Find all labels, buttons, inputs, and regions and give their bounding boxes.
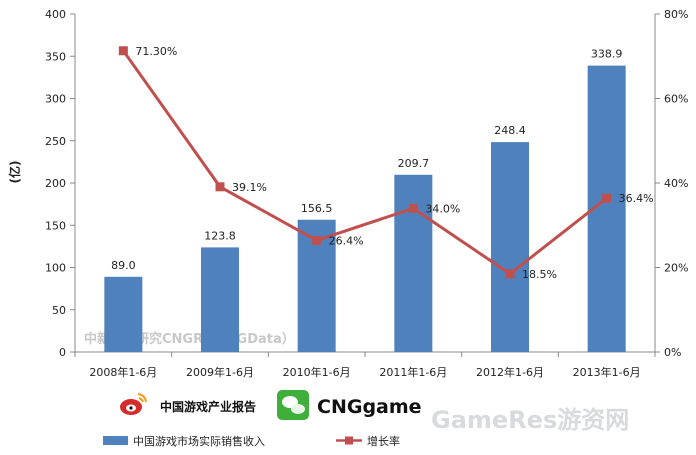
x-axis-ticks: 2008年1-6月 2009年1-6月 2010年1-6月 2011年1-6月 2012…	[74, 352, 656, 379]
right-tick-label: 80%	[664, 8, 688, 21]
bar	[491, 142, 529, 352]
left-tick-label: 50	[52, 304, 66, 317]
line-data-labels: 71.30% 39.1% 26.4% 34.0% 18.5% 36.4%	[135, 45, 653, 281]
x-tick-label: 2013年1-6月	[573, 365, 641, 379]
right-tick-label: 60%	[664, 93, 688, 106]
right-tick-label: 0%	[664, 346, 681, 359]
site-mark: GameRes游资网	[431, 406, 629, 434]
bar-value-label: 338.9	[591, 48, 623, 61]
growth-value-label: 71.30%	[135, 45, 177, 58]
growth-marker	[118, 46, 128, 56]
left-tick-label: 200	[45, 177, 66, 190]
left-tick-label: 400	[45, 8, 66, 21]
x-tick-label: 2011年1-6月	[379, 365, 447, 379]
bar-data-labels: 89.0 123.8 156.5 209.7 248.4 338.9	[111, 48, 622, 272]
x-tick-label: 2008年1-6月	[89, 365, 157, 379]
left-tick-label: 100	[45, 262, 66, 275]
x-tick-label: 2012年1-6月	[476, 365, 544, 379]
plot-area	[74, 14, 656, 353]
bar-value-label: 123.8	[204, 229, 236, 242]
bar-value-label: 209.7	[398, 157, 430, 170]
wechat-logo	[277, 390, 309, 420]
left-tick-label: 150	[45, 219, 66, 232]
bar-value-label: 89.0	[111, 259, 136, 272]
growth-marker	[408, 203, 418, 213]
right-tick-label: 40%	[664, 177, 688, 190]
growth-value-label: 39.1%	[232, 181, 267, 194]
bar-value-label: 156.5	[301, 202, 333, 215]
bar-series	[104, 65, 626, 352]
line-series	[118, 46, 612, 279]
growth-marker	[505, 269, 515, 279]
growth-value-label: 18.5%	[522, 268, 557, 281]
left-tick-label: 0	[59, 346, 66, 359]
legend: 中国游戏市场实际销售收入 增长率	[103, 434, 400, 448]
bar-value-label: 248.4	[494, 124, 526, 137]
legend-label-line: 增长率	[367, 434, 400, 448]
growth-value-label: 34.0%	[425, 202, 460, 215]
growth-marker	[312, 235, 322, 245]
y-axis-label: (亿)	[7, 161, 22, 184]
weibo-logo	[120, 393, 147, 415]
brand-right: CNGgame	[317, 396, 422, 418]
legend-label-bar: 中国游戏市场实际销售收入	[133, 434, 265, 448]
x-tick-label: 2009年1-6月	[186, 365, 254, 379]
right-tick-label: 20%	[664, 262, 688, 275]
growth-line	[122, 49, 608, 276]
growth-value-label: 26.4%	[329, 234, 364, 247]
legend-swatch-bar	[103, 436, 128, 445]
left-axis-ticks: 0 50 100 150 200 250 300 350 400	[45, 8, 75, 359]
left-tick-label: 250	[45, 135, 66, 148]
bar	[104, 276, 143, 352]
x-tick-label: 2010年1-6月	[283, 365, 351, 379]
left-tick-label: 300	[45, 93, 66, 106]
legend-marker	[345, 436, 353, 445]
bar	[201, 247, 239, 352]
right-axis-ticks: 0% 20% 40% 60% 80%	[655, 8, 688, 359]
brand-left: 中国游戏产业报告	[160, 399, 256, 414]
growth-marker	[602, 193, 612, 203]
growth-marker	[215, 182, 225, 192]
growth-value-label: 36.4%	[619, 192, 654, 205]
left-tick-label: 350	[45, 50, 66, 63]
